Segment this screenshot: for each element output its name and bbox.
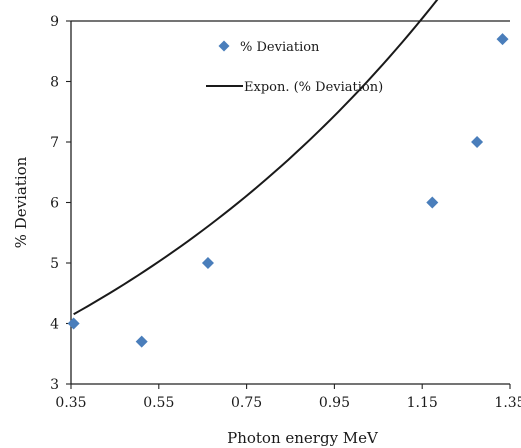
data-point [496,33,509,46]
data-point [67,317,80,330]
y-axis-title: % Deviation [12,156,30,248]
y-tick-label: 5 [50,256,59,272]
legend-label-trendline: Expon. (% Deviation) [244,80,383,95]
y-tick-label: 3 [50,377,59,393]
data-point [201,257,214,269]
x-tick-label: 0.55 [143,395,174,411]
y-axis-ticks: 3 4 5 6 7 8 9 [50,14,71,393]
y-tick-label: 7 [50,135,59,151]
x-axis-title: Photon energy MeV [227,429,379,447]
data-point [426,196,439,209]
x-tick-label: 0.95 [319,395,350,411]
legend-label-deviation: % Deviation [240,40,320,55]
y-tick-label: 6 [50,196,59,212]
x-tick-label: 1.15 [407,395,438,411]
exponential-trendline [73,0,439,316]
y-tick-label: 8 [50,75,59,91]
y-tick-label: 9 [50,14,59,30]
data-point [135,335,148,348]
legend: % Deviation Expon. (% Deviation) [206,40,383,95]
x-tick-label: 0.75 [231,395,262,411]
x-tick-label: 1.35 [494,395,521,411]
x-tick-label: 0.35 [55,395,86,411]
y-tick-label: 4 [50,317,59,333]
legend-marker-deviation [218,40,230,52]
data-point [471,136,484,148]
x-axis-ticks: 0.35 0.55 0.75 0.95 1.15 1.35 [55,384,521,411]
plot-area [70,20,510,385]
data-points [67,33,509,348]
